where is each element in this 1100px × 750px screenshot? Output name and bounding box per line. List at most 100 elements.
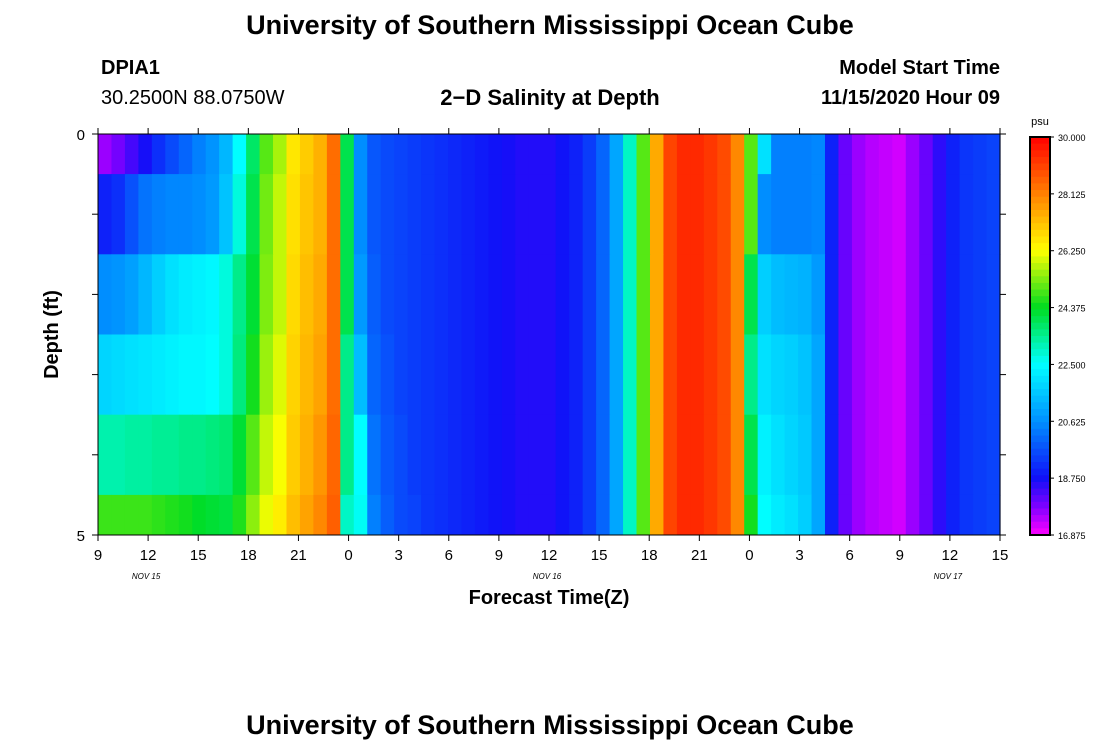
heatmap-cell [151, 254, 166, 335]
heatmap-cell [771, 134, 786, 175]
heatmap-cell [488, 494, 503, 536]
heatmap-cell [757, 174, 772, 255]
heatmap-cell [959, 334, 974, 416]
heatmap-cell [892, 494, 907, 536]
heatmap-cell [219, 414, 234, 496]
heatmap-cell [771, 414, 786, 496]
heatmap-cell [286, 174, 301, 255]
colorbar-swatch [1030, 322, 1050, 330]
heatmap-cell [313, 414, 328, 496]
colorbar-tick-label: 18.750 [1058, 474, 1086, 484]
heatmap-cell [676, 494, 691, 536]
colorbar-swatch [1030, 190, 1050, 198]
heatmap-cell [461, 334, 476, 416]
heatmap-cell [353, 174, 368, 255]
heatmap-cell [690, 334, 705, 416]
heatmap-cell [542, 414, 557, 496]
heatmap-cell [905, 494, 920, 536]
heatmap-cell [380, 334, 395, 416]
heatmap-cell [407, 254, 422, 335]
colorbar-swatch [1030, 276, 1050, 284]
heatmap-cell [703, 494, 718, 536]
heatmap-cell [165, 494, 180, 536]
colorbar-swatch [1030, 216, 1050, 224]
x-tick-label: 6 [445, 547, 453, 564]
heatmap-cell [340, 414, 355, 496]
heatmap-cell [286, 414, 301, 496]
colorbar-swatch [1030, 170, 1050, 178]
heatmap-cell [111, 414, 126, 496]
x-tick-label: 15 [190, 547, 207, 564]
heatmap-cell [138, 414, 153, 496]
heatmap-cell [555, 494, 570, 536]
heatmap-cell [192, 334, 207, 416]
colorbar-swatch [1030, 355, 1050, 364]
heatmap-cell [528, 174, 543, 255]
heatmap-cell [542, 254, 557, 335]
heatmap-cell [501, 494, 516, 536]
heatmap-cell [407, 334, 422, 416]
heatmap-cell [542, 334, 557, 416]
model-start-value: 11/15/2020 Hour 09 [820, 87, 1000, 109]
heatmap-cell [313, 254, 328, 335]
heatmap-cell [811, 334, 826, 416]
x-tick-label: 21 [290, 547, 307, 564]
heatmap-cell [784, 414, 799, 496]
heatmap-cell [205, 174, 220, 255]
heatmap-cell [474, 494, 490, 536]
heatmap-cell [246, 174, 261, 255]
heatmap-cell [865, 134, 880, 175]
heatmap-cell [609, 254, 624, 335]
colorbar-swatch [1030, 137, 1050, 145]
heatmap-cell [690, 494, 705, 536]
heatmap-cell [219, 174, 234, 255]
heatmap-cell [623, 334, 638, 416]
heatmap-cell [178, 334, 193, 416]
bottom-title: University of Southern Mississippi Ocean… [246, 710, 854, 740]
heatmap-cell [98, 334, 113, 416]
heatmap-cell [488, 174, 503, 255]
colorbar-swatch [1030, 395, 1050, 403]
heatmap-cell [582, 134, 597, 175]
heatmap-cell [138, 254, 153, 335]
heatmap-cell [865, 254, 880, 335]
heatmap-cell [569, 414, 584, 496]
heatmap-cell [353, 494, 368, 536]
heatmap-cell [501, 254, 516, 335]
heatmap-cell [676, 174, 691, 255]
heatmap-cell [623, 254, 638, 335]
heatmap-cell [380, 494, 395, 536]
heatmap-cell [824, 134, 840, 175]
heatmap-cell [649, 254, 665, 335]
heatmap-cell [555, 134, 570, 175]
y-axis-title: Depth (ft) [41, 290, 63, 379]
heatmap-cell [178, 414, 193, 496]
heatmap-cell [528, 254, 543, 335]
heatmap-cell [865, 494, 880, 536]
heatmap-cell [326, 134, 341, 175]
heatmap-cell [596, 494, 611, 536]
x-tick-label: 0 [344, 547, 352, 564]
heatmap-cell [892, 134, 907, 175]
x-tick-label: 6 [845, 547, 853, 564]
heatmap-cell [205, 494, 220, 536]
heatmap-cell [259, 134, 274, 175]
colorbar-swatch [1030, 408, 1050, 417]
heatmap-cell [367, 334, 382, 416]
colorbar-frame [1029, 136, 1051, 536]
heatmap-cell [663, 174, 678, 255]
heatmap-cell [771, 254, 786, 335]
heatmap-cell [582, 414, 597, 496]
heatmap-cell [178, 134, 193, 175]
heatmap-cell [703, 414, 718, 496]
heatmap-cell [744, 254, 759, 335]
heatmap-cell [380, 174, 395, 255]
heatmap-cell [461, 174, 476, 255]
heatmap-cell [380, 414, 395, 496]
heatmap-cell [717, 414, 732, 496]
heatmap-cell [878, 254, 893, 335]
heatmap-cell [488, 134, 503, 175]
station-id: DPIA1 [101, 57, 160, 79]
heatmap-cell [717, 174, 732, 255]
heatmap-cell [905, 174, 920, 255]
